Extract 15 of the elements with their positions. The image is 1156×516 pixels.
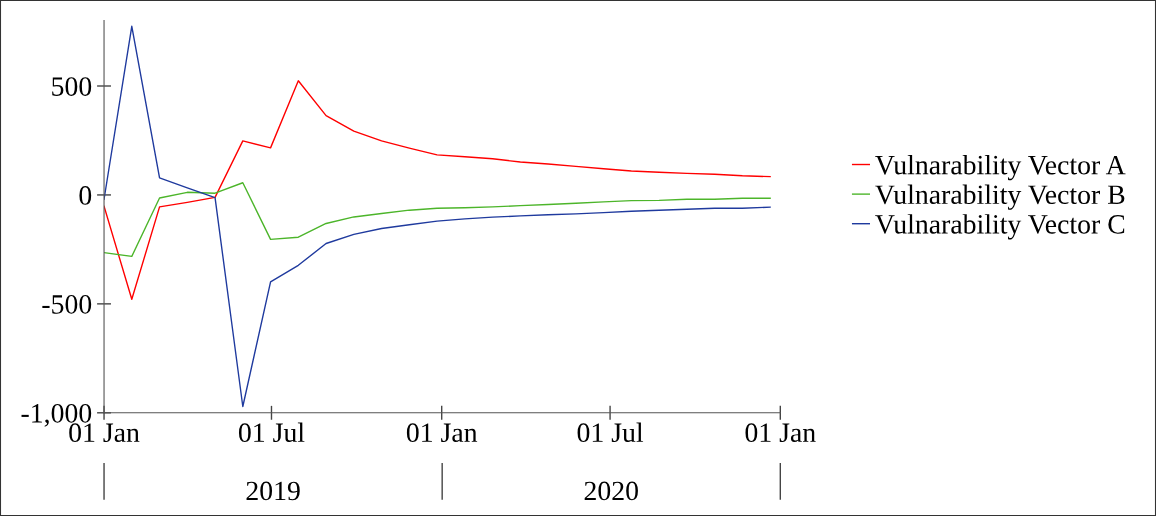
x-tick-label: 01 Jan xyxy=(406,423,478,443)
x-tick-label: 01 Jan xyxy=(745,423,816,443)
text: 2019 xyxy=(246,481,300,501)
y-tick-label: -500 xyxy=(42,295,92,314)
text: 2020 xyxy=(584,481,638,501)
line-series xyxy=(104,80,771,300)
x-tick-label: 01 Jul xyxy=(238,422,305,443)
y-tick-label: 0 xyxy=(79,186,92,205)
legend-label: Vulnarability Vector A xyxy=(875,154,1126,181)
line-series xyxy=(104,182,771,258)
x-tick-label: 01 Jul xyxy=(577,422,644,443)
line-series xyxy=(104,25,771,408)
y-tick-label: 500 xyxy=(52,77,92,96)
legend-label: Vulnarability Vector B xyxy=(875,184,1125,210)
legend-label: Vulnarability Vector C xyxy=(875,214,1125,240)
